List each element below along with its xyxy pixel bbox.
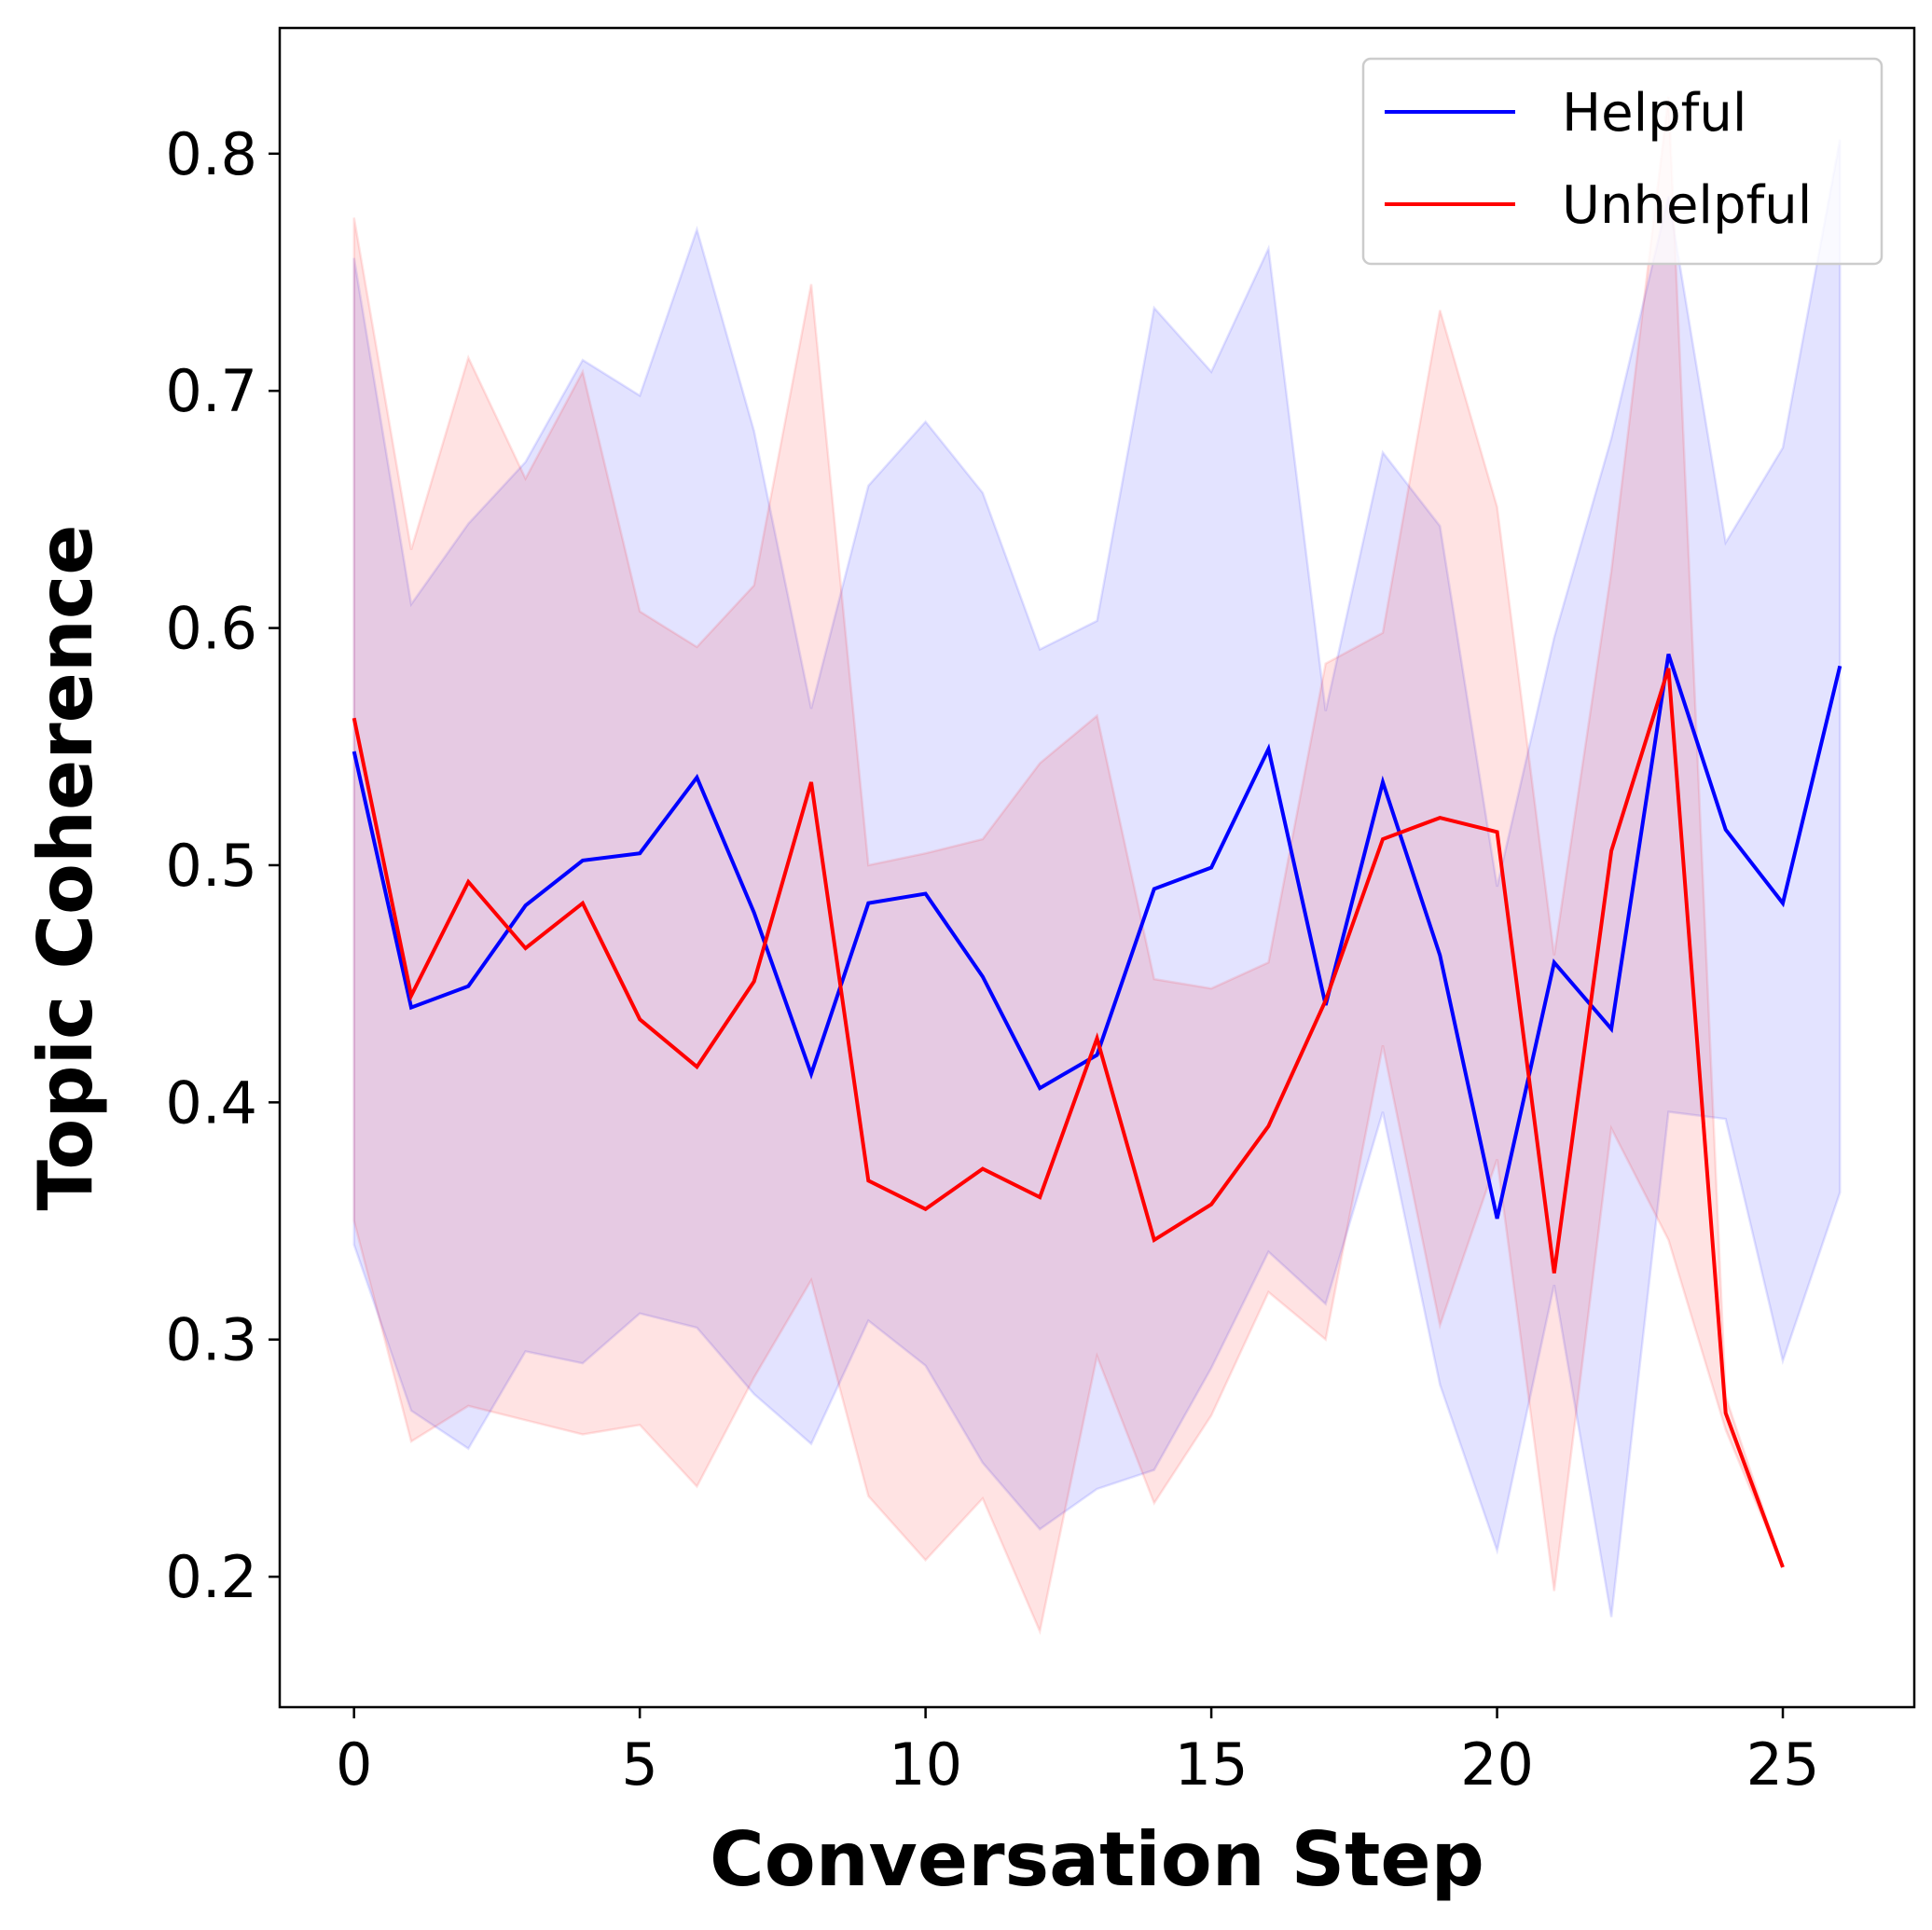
band-unhelpful	[352, 96, 1785, 1635]
x-tick-label: 0	[336, 1730, 372, 1799]
y-tick-label: 0.2	[165, 1543, 257, 1611]
y-tick-label: 0.7	[165, 357, 257, 425]
band-helpful	[352, 139, 1842, 1618]
x-tick-label: 20	[1460, 1730, 1534, 1799]
series-line-helpful	[352, 653, 1842, 1220]
x-tick-label: 15	[1175, 1730, 1249, 1799]
x-axis-ticks: 0 5 10 15 20 25	[336, 1707, 1820, 1799]
series-line-unhelpful	[352, 668, 1785, 1568]
legend: Helpful Unhelpful	[1361, 57, 1884, 266]
x-tick-label: 10	[889, 1730, 962, 1799]
y-tick-label: 0.8	[165, 120, 257, 188]
y-tick-label: 0.4	[165, 1068, 257, 1137]
y-axis-ticks: 0.2 0.3 0.4 0.5 0.6 0.7 0.8	[165, 120, 280, 1611]
series-lines	[352, 653, 1842, 1568]
legend-label-unhelpful: Unhelpful	[1562, 175, 1812, 236]
x-tick-label: 5	[621, 1730, 657, 1799]
plot-frame	[278, 26, 1916, 1709]
y-axis-title: Topic Coherence	[22, 524, 109, 1210]
x-tick-label: 25	[1746, 1730, 1820, 1799]
confidence-bands	[352, 96, 1842, 1635]
y-tick-label: 0.3	[165, 1306, 257, 1374]
legend-label-helpful: Helpful	[1562, 83, 1746, 144]
x-axis-title: Conversation Step	[710, 1816, 1484, 1903]
y-tick-label: 0.5	[165, 832, 257, 900]
y-tick-label: 0.6	[165, 595, 257, 663]
